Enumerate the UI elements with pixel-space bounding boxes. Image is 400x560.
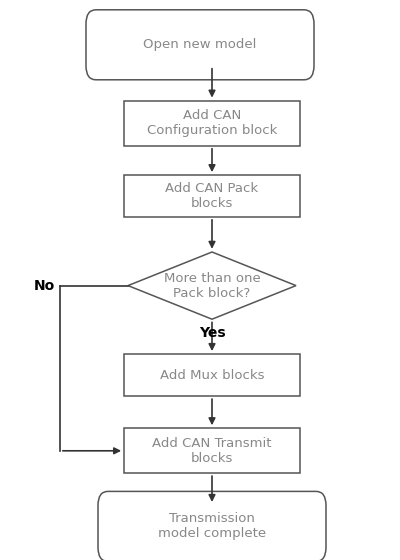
FancyBboxPatch shape [98, 492, 326, 560]
Text: Open new model: Open new model [143, 38, 257, 52]
Text: Add CAN Transmit
blocks: Add CAN Transmit blocks [152, 437, 272, 465]
Text: Add CAN
Configuration block: Add CAN Configuration block [147, 109, 277, 137]
FancyBboxPatch shape [86, 10, 314, 80]
Polygon shape [128, 252, 296, 319]
Text: More than one
Pack block?: More than one Pack block? [164, 272, 260, 300]
Text: Add CAN Pack
blocks: Add CAN Pack blocks [166, 182, 258, 210]
Text: Yes: Yes [199, 326, 225, 340]
Text: No: No [33, 279, 55, 293]
Bar [124, 354, 300, 396]
Bar [124, 175, 300, 217]
Bar [124, 428, 300, 473]
Text: Transmission
model complete: Transmission model complete [158, 512, 266, 540]
Text: Add Mux blocks: Add Mux blocks [160, 368, 264, 382]
Bar [124, 101, 300, 146]
